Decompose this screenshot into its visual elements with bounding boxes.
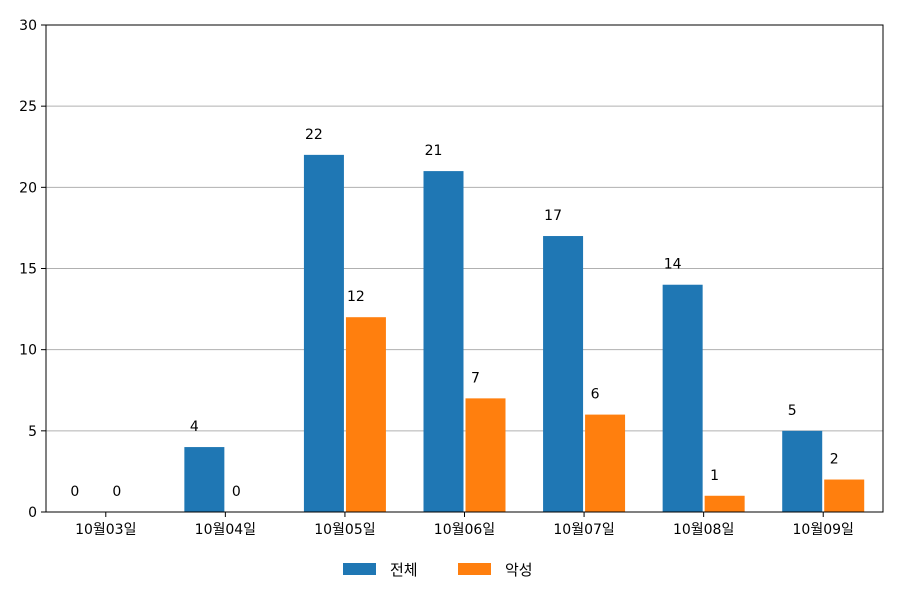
data-label: 0 — [232, 484, 241, 500]
data-label: 17 — [544, 208, 562, 224]
bar-전체 — [543, 236, 584, 513]
legend-swatch — [458, 563, 491, 575]
x-tick-label: 10월04일 — [195, 522, 256, 538]
data-label: 4 — [190, 419, 199, 435]
x-tick-label: 10월03일 — [75, 522, 136, 538]
bar-전체 — [303, 154, 344, 512]
y-tick-label: 15 — [19, 262, 37, 278]
data-label: 7 — [471, 370, 480, 386]
bar-악성 — [345, 317, 386, 512]
y-tick-label: 30 — [19, 18, 37, 34]
y-tick-label: 20 — [19, 180, 37, 196]
gridlines — [46, 105, 883, 432]
data-label: 22 — [305, 127, 323, 143]
y-tick-label: 10 — [19, 343, 37, 359]
x-tick-label: 10월06일 — [434, 522, 495, 538]
data-label: 2 — [830, 452, 839, 468]
data-labels: 0 0 4 0 22 12 21 7 17 6 14 1 5 2 — [70, 127, 838, 500]
data-label: 1 — [710, 468, 719, 484]
data-label: 6 — [591, 387, 600, 403]
y-tick-label: 5 — [28, 424, 37, 440]
y-tick-label: 0 — [28, 505, 37, 521]
legend-swatch — [343, 563, 376, 575]
x-tick-label: 10월09일 — [793, 522, 854, 538]
legend-label: 전체 — [390, 561, 418, 579]
bar-악성 — [704, 495, 745, 512]
x-axis: 10월03일 10월04일 10월05일 10월06일 10월07일 10월08일 10월0… — [75, 512, 854, 538]
data-label: 0 — [112, 484, 121, 500]
x-tick-label: 10월08일 — [673, 522, 734, 538]
bar-전체 — [184, 447, 225, 512]
legend-label: 악성 — [505, 561, 533, 579]
bar-악성 — [585, 414, 626, 512]
data-label: 21 — [425, 143, 443, 159]
bar-전체 — [662, 284, 703, 512]
bar-전체 — [423, 171, 464, 512]
x-tick-label: 10월05일 — [314, 522, 375, 538]
data-label: 5 — [788, 403, 797, 419]
bar-악성 — [824, 479, 865, 512]
legend: 전체 악성 — [343, 561, 533, 579]
bar-악성 — [465, 398, 506, 512]
y-axis: 0 5 10 15 20 25 30 — [19, 18, 46, 521]
y-tick-label: 25 — [19, 99, 37, 115]
data-label: 14 — [664, 257, 682, 273]
data-label: 12 — [347, 289, 365, 305]
bars — [184, 154, 865, 513]
bar-전체 — [782, 430, 823, 512]
data-label: 0 — [70, 484, 79, 500]
x-tick-label: 10월07일 — [553, 522, 614, 538]
